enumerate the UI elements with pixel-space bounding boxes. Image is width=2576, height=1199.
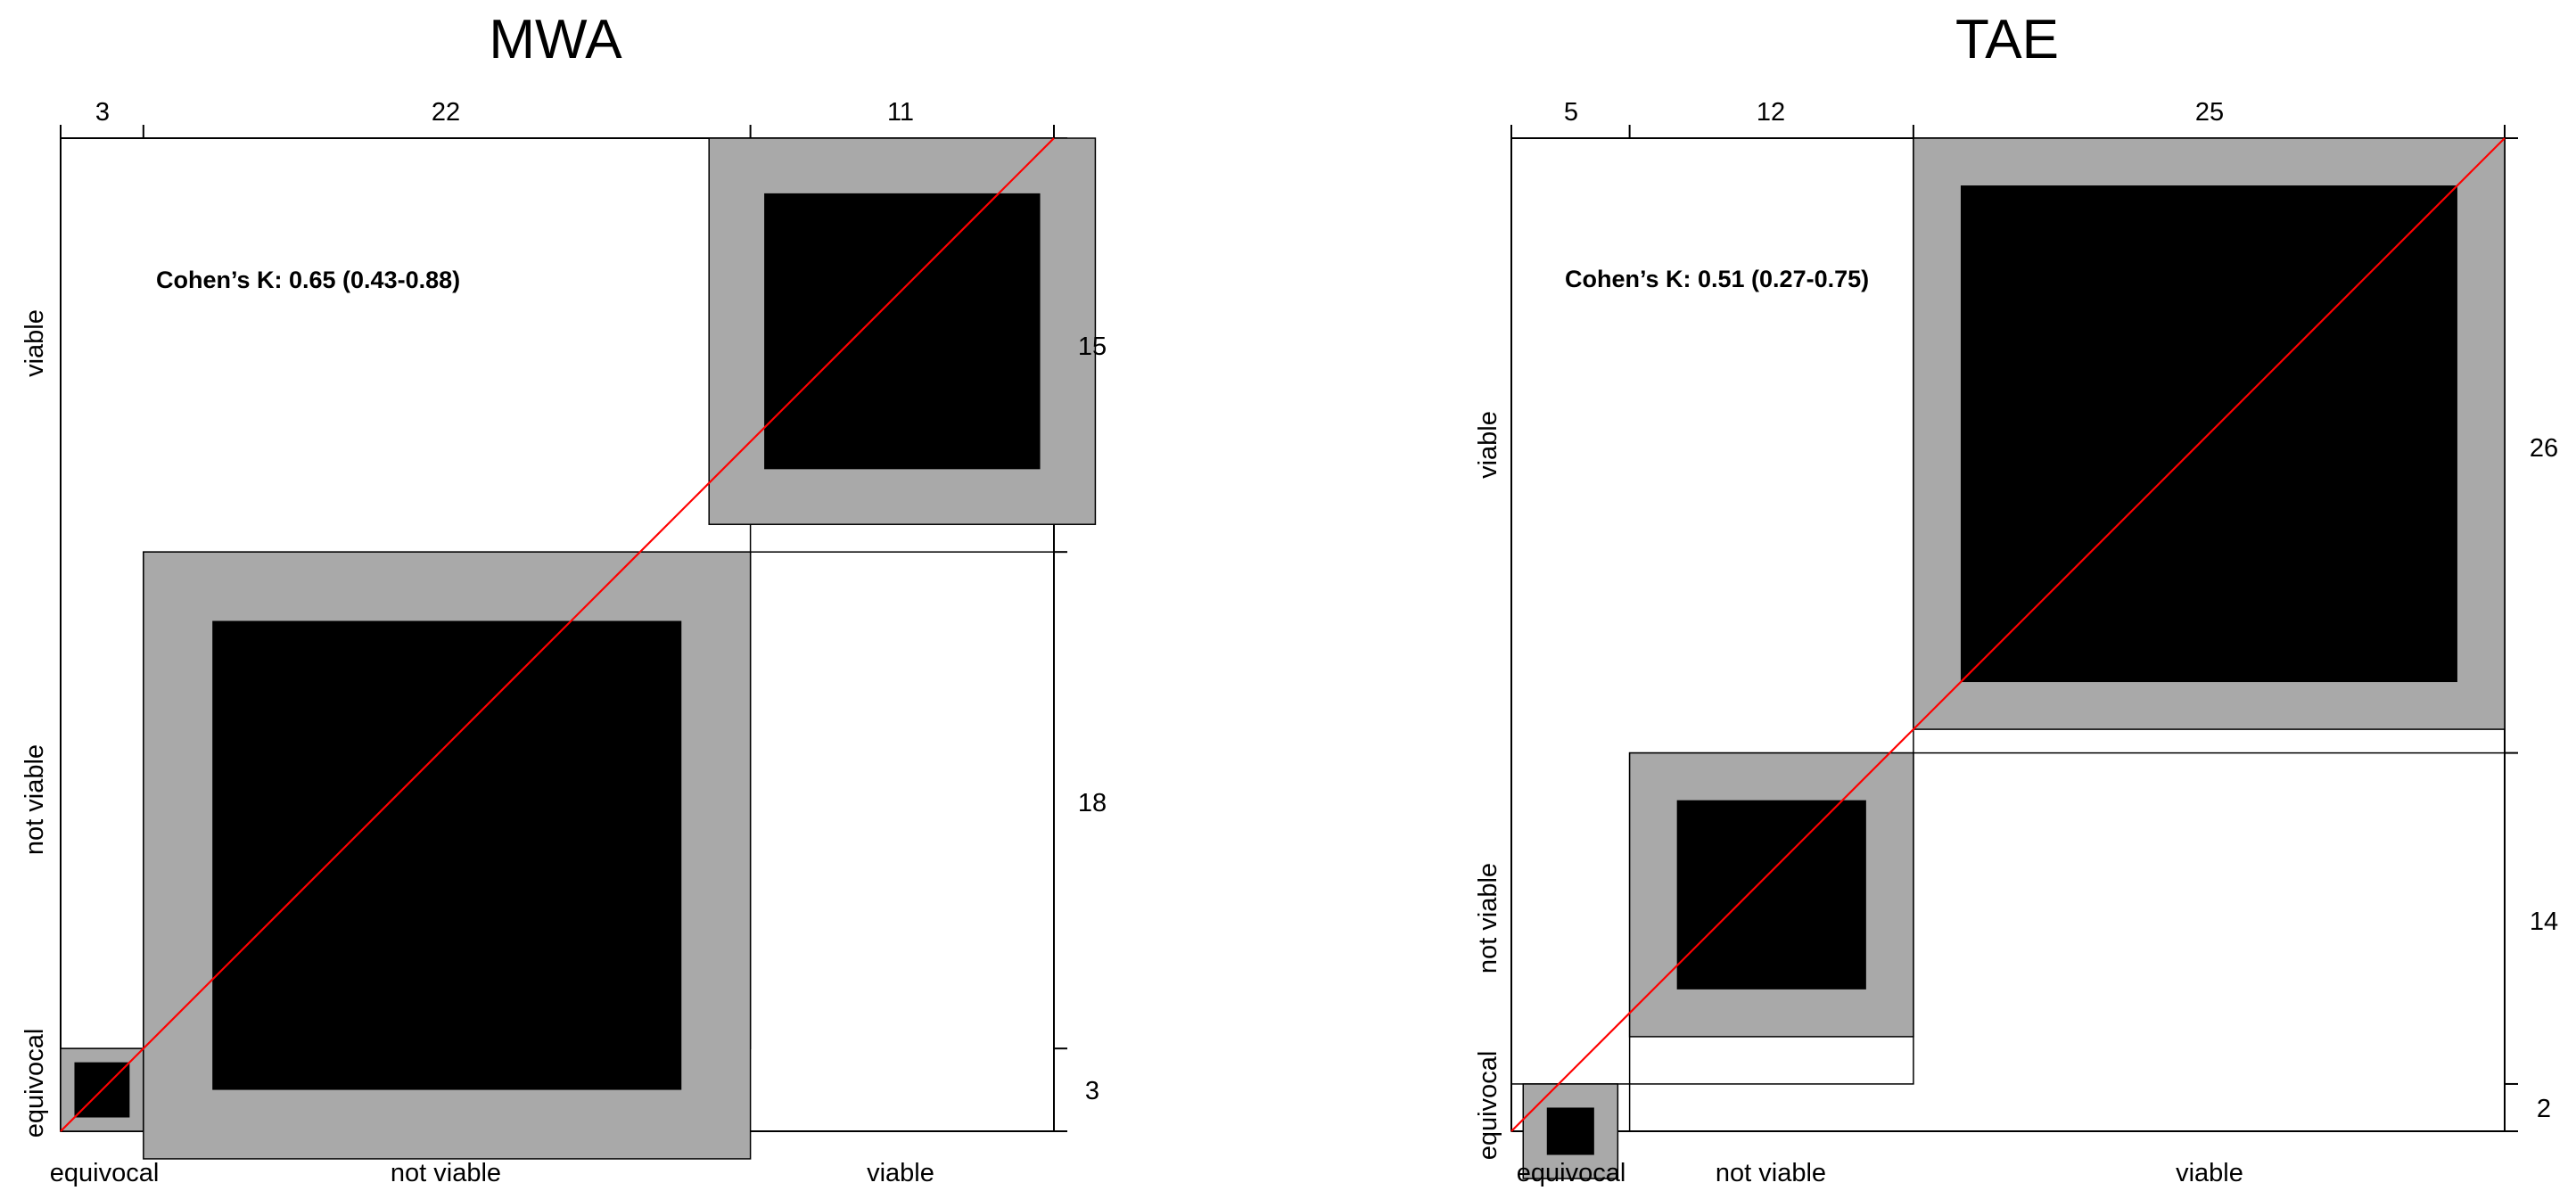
col-total-label-tae-equivocal: 5 <box>1564 98 1578 127</box>
diagonal-line-tae <box>1510 137 2506 1132</box>
col-total-label-mwa-equivocal: 3 <box>95 98 110 127</box>
x-category-label-tae-equivocal: equivocal <box>1517 1159 1626 1187</box>
row-total-label-mwa-viable: 15 <box>1078 333 1107 361</box>
row-total-label-tae-equivocal: 2 <box>2537 1095 2551 1123</box>
plot-area-mwa <box>60 125 1097 1160</box>
x-category-label-mwa-not-viable: not viable <box>391 1159 501 1187</box>
x-category-label-mwa-viable: viable <box>867 1159 934 1187</box>
row-total-label-mwa-not-viable: 18 <box>1078 789 1107 817</box>
plot-area-tae <box>1510 125 2518 1179</box>
col-total-label-tae-not-viable: 12 <box>1757 98 1785 127</box>
kappa-annotation-tae: Cohen’s K: 0.51 (0.27-0.75) <box>1565 266 1869 292</box>
panel-tae: TAE 5 12 25 26 14 2 equivocal not viable… <box>1474 9 2558 1187</box>
kappa-annotation-mwa: Cohen’s K: 0.65 (0.43-0.88) <box>156 267 460 293</box>
col-total-label-tae-viable: 25 <box>2195 98 2224 127</box>
x-category-label-tae-not-viable: not viable <box>1716 1159 1826 1187</box>
diagonal-line-mwa <box>60 137 1055 1132</box>
exact-agreement-mwa-viable <box>764 193 1041 470</box>
y-category-label-tae-equivocal: equivocal <box>1474 1051 1502 1161</box>
row-total-label-mwa-equivocal: 3 <box>1085 1077 1099 1105</box>
chart-title-mwa: MWA <box>489 9 622 70</box>
row-total-label-tae-not-viable: 14 <box>2530 907 2558 936</box>
y-category-label-tae-viable: viable <box>1474 411 1502 479</box>
row-total-label-tae-viable: 26 <box>2530 434 2558 463</box>
y-category-label-mwa-equivocal: equivocal <box>21 1029 49 1138</box>
exact-agreement-tae-equivocal <box>1546 1107 1594 1155</box>
x-category-label-mwa-equivocal: equivocal <box>50 1159 160 1187</box>
chart-title-tae: TAE <box>1955 9 2059 70</box>
x-category-label-tae-viable: viable <box>2176 1159 2243 1187</box>
exact-agreement-tae-not-viable <box>1676 800 1866 990</box>
col-total-label-mwa-viable: 11 <box>887 98 914 127</box>
y-category-label-mwa-not-viable: not viable <box>21 744 49 855</box>
y-category-label-mwa-viable: viable <box>21 309 49 377</box>
y-category-label-tae-not-viable: not viable <box>1474 863 1502 973</box>
panel-mwa: MWA 3 22 11 15 18 3 equivocal not viable… <box>21 9 1107 1187</box>
exact-agreement-mwa-not-viable <box>212 620 682 1090</box>
col-total-label-mwa-not-viable: 22 <box>432 98 460 127</box>
